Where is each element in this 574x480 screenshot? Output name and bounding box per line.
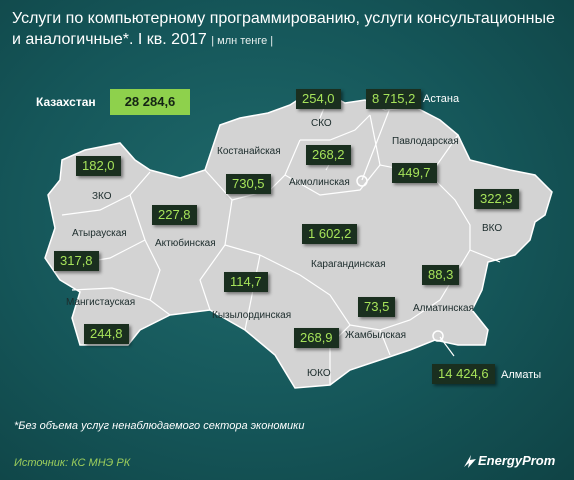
- value-aktobe: 227,8: [152, 205, 197, 225]
- value-akmola: 268,2: [306, 145, 351, 165]
- chart-title: Услуги по компьютерному программированию…: [12, 8, 567, 52]
- source-note: Источник: КС МНЭ РК: [14, 457, 131, 469]
- label-sko: СКО: [311, 118, 332, 129]
- value-zhambyl: 73,5: [358, 297, 396, 317]
- label-kyzylorda: Кызылординская: [212, 310, 292, 321]
- label-pavlodar: Павлодарская: [392, 136, 459, 147]
- label-karaganda: Карагандинская: [311, 259, 386, 270]
- value-zko: 182,0: [76, 156, 121, 176]
- label-kostanay: Костанайская: [217, 146, 281, 157]
- label-almaty-city: Алматы: [501, 369, 542, 381]
- value-kostanay: 730,5: [226, 174, 271, 194]
- astana-marker: [356, 175, 368, 187]
- value-yuko: 268,9: [294, 328, 339, 348]
- value-pavlodar: 449,7: [392, 163, 437, 183]
- energyprom-logo-icon: [464, 455, 476, 468]
- label-astana: Астана: [423, 93, 460, 105]
- label-almaty-region: Алматинская: [413, 303, 474, 314]
- value-atyrau: 317,8: [54, 251, 99, 271]
- country-total: 28 284,6: [110, 89, 190, 115]
- footnote: *Без объема услуг ненаблюдаемого сектора…: [14, 420, 305, 432]
- title-text: Услуги по компьютерному программированию…: [12, 10, 555, 48]
- value-vko: 322,3: [474, 189, 519, 209]
- country-name: Казахстан: [36, 95, 96, 109]
- value-karaganda: 1 602,2: [302, 224, 358, 244]
- value-mangystau: 244,8: [84, 324, 129, 344]
- label-zhambyl: Жамбылская: [345, 330, 406, 341]
- value-almaty-region: 88,3: [422, 265, 460, 285]
- value-astana: 8 715,2: [366, 89, 422, 109]
- almaty-marker: [432, 330, 444, 342]
- value-almaty-city: 14 424,6: [432, 364, 495, 384]
- label-mangystau: Мангистауская: [66, 297, 136, 308]
- value-kyzylorda: 114,7: [224, 272, 268, 292]
- unit-label: | млн тенге |: [211, 35, 274, 47]
- label-yuko: ЮКО: [307, 368, 331, 379]
- value-sko: 254,0: [296, 89, 341, 109]
- label-atyrau: Атырауская: [72, 228, 127, 239]
- label-vko: ВКО: [482, 223, 503, 234]
- label-akmola: Акмолинская: [289, 177, 350, 188]
- label-zko: ЗКО: [92, 191, 112, 202]
- leader-lines: [319, 102, 455, 357]
- brand-logo: EnergyProm: [478, 453, 556, 468]
- label-aktobe: Актюбинская: [155, 238, 216, 249]
